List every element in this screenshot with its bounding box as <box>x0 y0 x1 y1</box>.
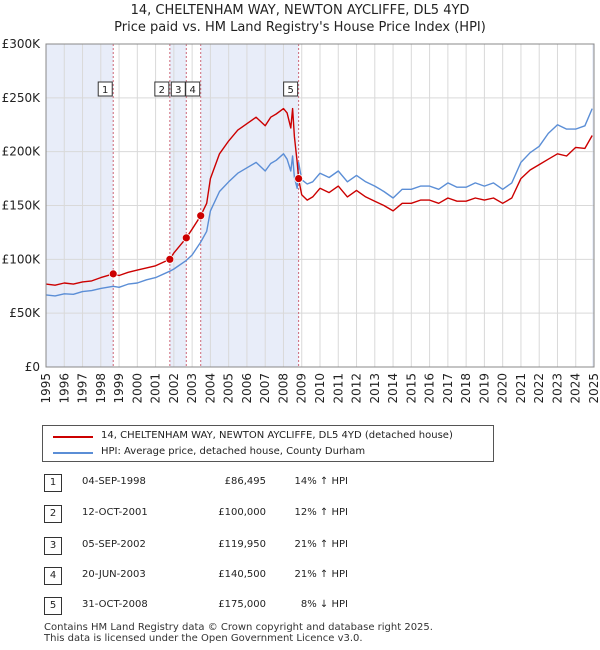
x-tick-label: 2024 <box>569 373 583 404</box>
transaction-price: £100,000 <box>218 507 266 518</box>
table-row: 5 31-OCT-2008 £175,000 8% ↓ HPI <box>0 597 600 617</box>
footer-licence: This data is licensed under the Open Gov… <box>44 633 363 644</box>
x-tick-label: 2004 <box>203 373 217 404</box>
x-tick-label: 1995 <box>39 373 53 404</box>
y-tick-label: £100K <box>2 252 42 266</box>
sale-label-box <box>97 81 113 97</box>
table-row: 3 05-SEP-2002 £119,950 21% ↑ HPI <box>0 537 600 557</box>
transaction-date: 31-OCT-2008 <box>82 599 148 610</box>
transaction-hpi-diff: 12% ↑ HPI <box>294 507 348 518</box>
chart-title-subtitle: Price paid vs. HM Land Registry's House … <box>114 20 486 35</box>
x-tick-label: 2001 <box>149 373 163 404</box>
transaction-number: 1 <box>44 474 62 492</box>
x-tick-label: 2025 <box>587 373 600 404</box>
y-tick-label: £250K <box>2 91 42 105</box>
transaction-number: 5 <box>44 597 62 615</box>
transaction-date: 20-JUN-2003 <box>82 569 146 580</box>
sale-label-2: 2 <box>154 81 170 97</box>
series-line-hpi <box>45 108 593 297</box>
price-chart: £0 £50K £100K £150K £200K £250K £300K 1995 1996 1… <box>2 37 600 404</box>
table-row: 2 12-OCT-2001 £100,000 12% ↑ HPI <box>0 505 600 525</box>
x-tick-label: 2011 <box>331 373 345 404</box>
sale-point <box>181 233 191 243</box>
sale-label-box <box>283 81 299 97</box>
x-tick-label: 2022 <box>532 373 546 404</box>
plot-frame <box>45 43 595 368</box>
sale-label-box <box>154 81 170 97</box>
sale-label-1: 1 <box>97 81 113 97</box>
table-row: 4 20-JUN-2003 £140,500 21% ↑ HPI <box>0 567 600 587</box>
x-tick-label: 2002 <box>167 373 181 404</box>
y-tick-label: £0 <box>25 360 40 374</box>
chart-legend: 14, CHELTENHAM WAY, NEWTON AYCLIFFE, DL5… <box>42 425 494 462</box>
x-tick-label: 2021 <box>514 373 528 404</box>
x-tick-label: 1998 <box>94 373 108 404</box>
x-tick-label: 1999 <box>112 373 126 404</box>
sale-point <box>196 211 206 221</box>
sale-label-5: 5 <box>283 81 299 97</box>
x-tick-label: 2015 <box>404 373 418 404</box>
y-tick-label: £150K <box>2 199 42 213</box>
transaction-hpi-diff: 21% ↑ HPI <box>294 569 348 580</box>
transaction-hpi-diff: 21% ↑ HPI <box>294 539 348 550</box>
transaction-date: 04-SEP-1998 <box>82 476 146 487</box>
transaction-hpi-diff: 8% ↓ HPI <box>300 599 348 610</box>
x-tick-label: 2000 <box>130 373 144 404</box>
transaction-number: 4 <box>44 567 62 585</box>
x-tick-label: 2012 <box>350 373 364 404</box>
x-tick-label: 2014 <box>386 373 400 404</box>
transaction-number: 3 <box>44 537 62 555</box>
sale-label-number: 5 <box>287 85 293 96</box>
y-tick-label: £200K <box>2 145 42 159</box>
y-tick-label: £300K <box>2 37 42 51</box>
x-tick-label: 2005 <box>222 373 236 404</box>
legend-item-property: 14, CHELTENHAM WAY, NEWTON AYCLIFFE, DL5… <box>43 429 493 445</box>
x-tick-label: 2020 <box>496 373 510 404</box>
x-tick-label: 1996 <box>57 373 71 404</box>
x-tick-label: 2019 <box>477 373 491 404</box>
legend-label-hpi: HPI: Average price, detached house, Coun… <box>101 446 366 457</box>
transaction-price: £119,950 <box>218 539 266 550</box>
sale-point <box>108 269 118 279</box>
x-tick-label: 2003 <box>185 373 199 404</box>
transaction-date: 05-SEP-2002 <box>82 539 146 550</box>
transaction-price: £140,500 <box>218 569 266 580</box>
sale-label-number: 3 <box>175 85 181 96</box>
x-tick-label: 2023 <box>550 373 564 404</box>
sale-label-number: 1 <box>102 85 108 96</box>
x-tick-label: 2016 <box>423 373 437 404</box>
chart-title-address: 14, CHELTENHAM WAY, NEWTON AYCLIFFE, DL5… <box>130 3 470 18</box>
sale-label-box <box>185 81 201 97</box>
sale-point <box>294 174 304 183</box>
sale-label-3: 3 <box>170 81 186 97</box>
y-tick-label: £50K <box>9 306 41 320</box>
x-tick-label: 2009 <box>295 373 309 404</box>
sale-point <box>165 254 175 264</box>
sale-label-number: 2 <box>159 85 165 96</box>
legend-label-property: 14, CHELTENHAM WAY, NEWTON AYCLIFFE, DL5… <box>101 430 453 441</box>
x-tick-label: 2006 <box>240 373 254 404</box>
x-tick-label: 2018 <box>459 373 473 404</box>
x-tick-label: 2013 <box>368 373 382 404</box>
x-tick-label: 2010 <box>313 373 327 404</box>
transaction-price: £86,495 <box>224 476 266 487</box>
transaction-number: 2 <box>44 505 62 523</box>
transaction-date: 12-OCT-2001 <box>82 507 148 518</box>
legend-swatch-property <box>53 436 93 438</box>
legend-swatch-hpi <box>53 452 93 454</box>
x-tick-label: 2008 <box>276 373 290 404</box>
transaction-price: £175,000 <box>218 599 266 610</box>
footer-copyright: Contains HM Land Registry data © Crown c… <box>44 622 433 633</box>
legend-item-hpi: HPI: Average price, detached house, Coun… <box>43 445 493 461</box>
sale-label-4: 4 <box>185 81 201 97</box>
x-tick-label: 2017 <box>441 373 455 404</box>
x-tick-label: 1997 <box>76 373 90 404</box>
table-row: 1 04-SEP-1998 £86,495 14% ↑ HPI <box>0 474 600 494</box>
x-tick-label: 2007 <box>258 373 272 404</box>
sale-label-number: 4 <box>190 85 196 96</box>
transaction-hpi-diff: 14% ↑ HPI <box>294 476 348 487</box>
